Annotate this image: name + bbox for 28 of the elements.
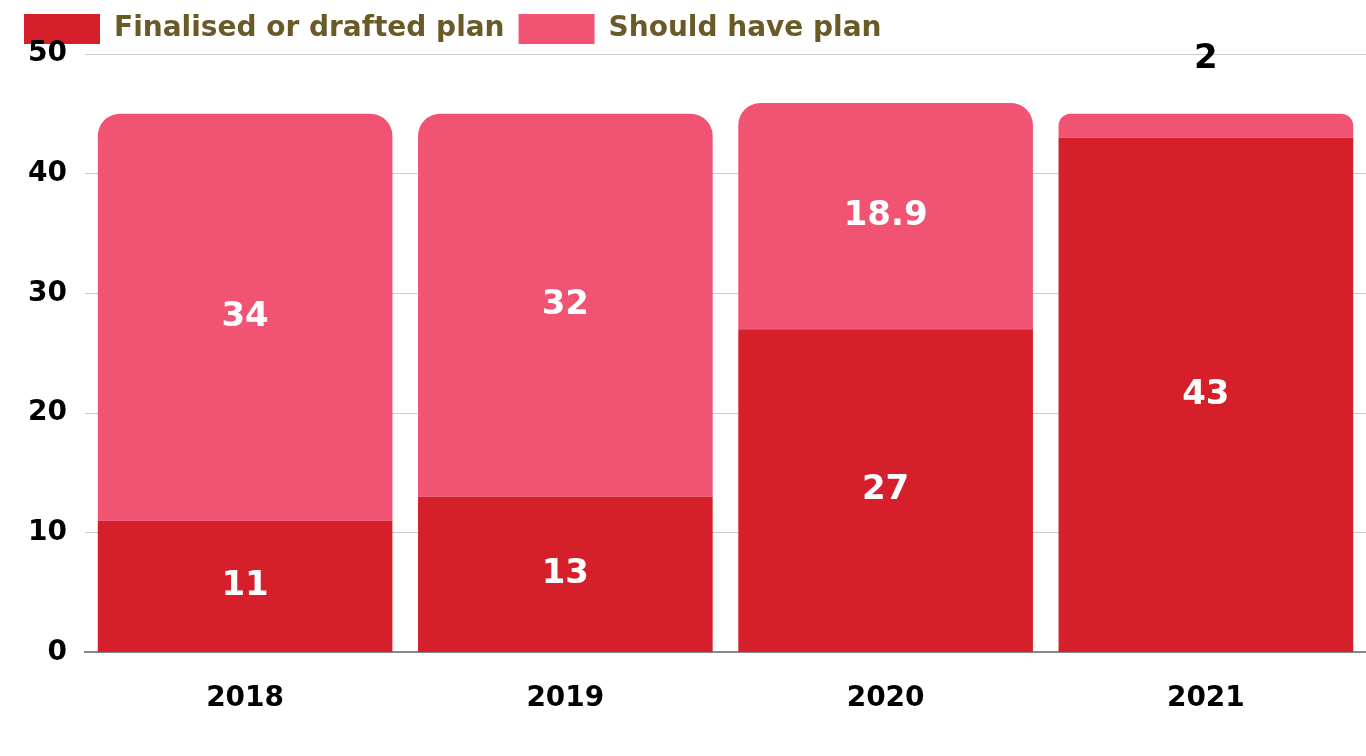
data-label: 18.9 <box>843 192 928 233</box>
y-tick-label: 10 <box>28 514 67 547</box>
y-tick-label: 40 <box>28 154 67 188</box>
x-tick-label: 2021 <box>1166 680 1245 714</box>
legend-label: Should have plan <box>608 10 882 44</box>
data-label: 34 <box>221 294 269 335</box>
bar <box>1058 137 1354 652</box>
bar <box>418 496 713 652</box>
bar <box>738 329 1033 652</box>
data-label: 13 <box>541 551 590 592</box>
y-tick-label: 0 <box>47 633 67 667</box>
data-label: 2 <box>1194 35 1218 76</box>
data-label: 27 <box>861 467 910 508</box>
bar <box>738 103 1033 330</box>
data-label: 43 <box>1182 371 1230 412</box>
data-label: 11 <box>221 563 269 604</box>
x-tick-label: 2018 <box>206 680 285 714</box>
bar <box>1058 113 1354 138</box>
data-label: 32 <box>541 282 590 323</box>
y-tick-label: 30 <box>28 274 67 308</box>
legend-label: Finalised or drafted plan <box>114 10 505 44</box>
bar <box>97 520 393 652</box>
x-tick-label: 2019 <box>526 680 605 714</box>
bar <box>418 113 713 497</box>
bar <box>97 113 393 521</box>
y-tick-label: 20 <box>28 394 67 428</box>
x-tick-label: 2020 <box>846 680 925 714</box>
y-tick-label: 50 <box>28 35 67 69</box>
